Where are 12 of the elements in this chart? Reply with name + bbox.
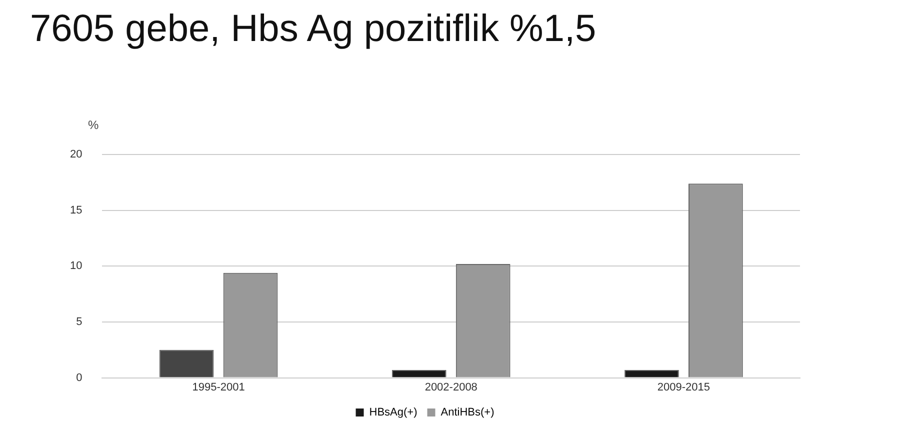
- x-tick-label: 2002-2008: [424, 381, 478, 394]
- y-tick-label: 10: [70, 260, 82, 272]
- x-tick-label: 1995-2001: [192, 381, 245, 394]
- y-tick-label: 20: [70, 148, 82, 161]
- x-tick-label: 2009-2015: [657, 381, 710, 394]
- y-tick-label: 15: [70, 204, 82, 216]
- y-tick-label: 5: [76, 316, 82, 328]
- legend-label: AntiHBs(+): [440, 406, 494, 419]
- chart-title: 7605 gebe, Hbs Ag pozitiflik %1,5: [30, 8, 596, 51]
- y-axis-title: %: [88, 118, 99, 132]
- legend-label: HBsAg(+): [369, 406, 418, 419]
- y-tick-label: 0: [76, 372, 82, 384]
